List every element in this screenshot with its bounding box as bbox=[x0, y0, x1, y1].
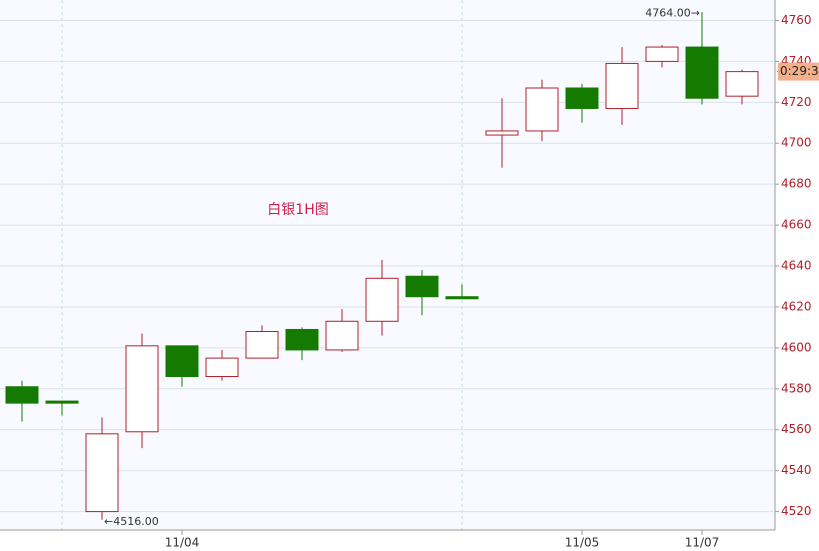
candle-body bbox=[205, 357, 239, 378]
y-tick-label: 4580 bbox=[781, 381, 812, 395]
candle-body bbox=[685, 46, 719, 99]
low-annotation: ←4516.00 bbox=[104, 515, 159, 528]
y-tick-label: 4620 bbox=[781, 299, 812, 313]
candle-body bbox=[245, 331, 279, 359]
x-tick-label: 11/07 bbox=[685, 536, 720, 550]
high-annotation: 4764.00→ bbox=[645, 6, 700, 19]
candle-body bbox=[285, 328, 319, 351]
candle-body bbox=[165, 345, 199, 378]
y-tick-label: 4700 bbox=[781, 136, 812, 150]
candle-body bbox=[5, 386, 39, 404]
x-tick-label: 11/05 bbox=[565, 536, 600, 550]
y-tick-label: 4540 bbox=[781, 463, 812, 477]
candle-body bbox=[45, 400, 79, 404]
y-tick-label: 4680 bbox=[781, 177, 812, 191]
countdown-box bbox=[778, 62, 819, 81]
x-tick-label: 11/04 bbox=[165, 536, 200, 550]
candle-body bbox=[565, 87, 599, 109]
candle-body bbox=[445, 296, 479, 300]
candle-body bbox=[725, 71, 759, 97]
chart-title: 白银1H图 bbox=[267, 202, 328, 218]
candle-body bbox=[325, 320, 359, 351]
y-tick-label: 4560 bbox=[781, 422, 812, 436]
y-tick-label: 4720 bbox=[781, 95, 812, 109]
candle-body bbox=[485, 130, 519, 136]
y-tick-label: 4600 bbox=[781, 340, 812, 354]
countdown: 0:29:31 bbox=[780, 64, 819, 78]
candle-body bbox=[405, 275, 439, 298]
plot-area bbox=[0, 0, 775, 530]
y-tick-label: 4760 bbox=[781, 13, 812, 27]
y-tick-label: 4520 bbox=[781, 504, 812, 518]
candle-body bbox=[605, 62, 639, 109]
y-tick-label: 4660 bbox=[781, 218, 812, 232]
y-tick-label: 4640 bbox=[781, 259, 812, 273]
candle-body bbox=[365, 277, 399, 322]
candle-body bbox=[525, 87, 559, 132]
candle-body bbox=[85, 433, 119, 513]
candle-body bbox=[125, 345, 159, 433]
candle-body bbox=[645, 46, 679, 62]
